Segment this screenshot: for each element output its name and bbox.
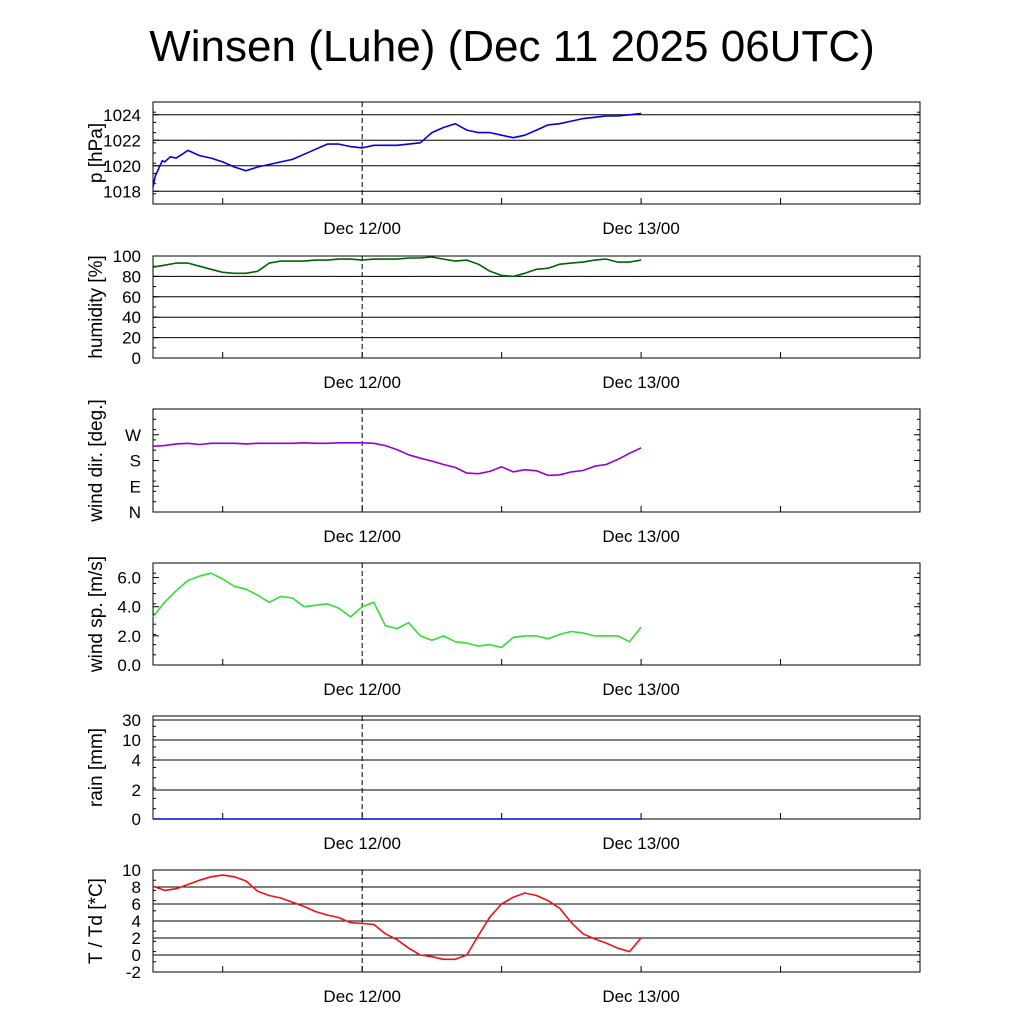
y-tick-label: 6 [132, 895, 141, 914]
y-tick-label: 80 [122, 267, 141, 286]
chart-title: Winsen (Luhe) (Dec 11 2025 06UTC) [149, 22, 875, 71]
y-tick-label: 4 [132, 912, 141, 931]
y-axis-label: wind dir. [deg.] [86, 399, 107, 523]
y-axis-label: rain [mm] [86, 728, 107, 807]
y-tick-label: 1022 [103, 131, 141, 150]
series-line [152, 112, 642, 188]
x-tick-label: Dec 12/00 [323, 680, 401, 699]
y-axis-label: wind sp. [m/s] [86, 556, 107, 673]
plot-frame [152, 255, 921, 359]
y-tick-label: -2 [126, 963, 141, 982]
y-tick-label: 1020 [103, 157, 141, 176]
plot-frame [152, 715, 921, 820]
y-tick-label: 1024 [103, 106, 141, 125]
x-tick-label: Dec 13/00 [602, 834, 680, 853]
y-axis-label: T / Td [*C] [86, 878, 107, 964]
x-tick-label: Dec 13/00 [602, 373, 680, 392]
x-tick-label: Dec 13/00 [602, 680, 680, 699]
y-tick-label: 40 [122, 308, 141, 327]
y-tick-label: E [130, 477, 141, 496]
y-tick-label: 10 [122, 731, 141, 750]
y-tick-label: 1018 [103, 182, 141, 201]
y-tick-label: 2.0 [117, 627, 141, 646]
y-tick-label: 20 [122, 329, 141, 348]
x-tick-label: Dec 12/00 [323, 834, 401, 853]
y-tick-label: 100 [113, 247, 141, 266]
series-line [152, 572, 642, 649]
y-tick-label: 10 [122, 861, 141, 880]
y-tick-label: 6.0 [117, 569, 141, 588]
y-tick-label: 4 [132, 751, 141, 770]
y-tick-label: W [125, 426, 141, 445]
y-tick-label: 0 [132, 810, 141, 829]
x-tick-label: Dec 13/00 [602, 527, 680, 546]
series-line [152, 256, 642, 278]
x-tick-label: Dec 12/00 [323, 527, 401, 546]
y-axis-label: humidity [%] [86, 255, 107, 358]
x-tick-label: Dec 12/00 [323, 373, 401, 392]
y-tick-label: S [130, 452, 141, 471]
y-tick-label: 0 [132, 349, 141, 368]
y-axis-label: p [hPa] [86, 123, 107, 183]
x-tick-label: Dec 12/00 [323, 219, 401, 238]
plot-frame [152, 408, 921, 513]
y-tick-label: 60 [122, 288, 141, 307]
y-tick-label: 30 [122, 711, 141, 730]
x-tick-label: Dec 12/00 [323, 987, 401, 1006]
x-tick-label: Dec 13/00 [602, 987, 680, 1006]
plot-frame [152, 562, 921, 666]
y-tick-label: 0 [132, 946, 141, 965]
y-tick-label: 4.0 [117, 598, 141, 617]
series-line [152, 874, 642, 961]
y-tick-label: 2 [132, 929, 141, 948]
series-line [152, 441, 642, 477]
plot-frame [152, 101, 921, 205]
y-tick-label: 8 [132, 878, 141, 897]
y-tick-label: 0.0 [117, 656, 141, 675]
x-tick-label: Dec 13/00 [602, 219, 680, 238]
y-tick-label: 2 [132, 781, 141, 800]
y-tick-label: N [129, 503, 141, 522]
